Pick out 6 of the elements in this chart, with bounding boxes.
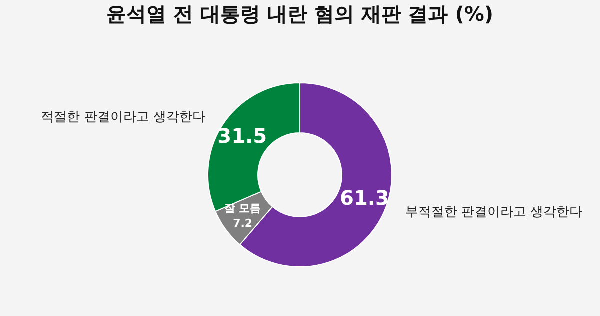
data-label: 7.2 [233, 217, 253, 230]
chart-title: 윤석열 전 대통령 내란 혐의 재판 결과 (%) [106, 2, 494, 26]
data-label: 31.5 [218, 124, 268, 148]
data-label: 61.3 [340, 186, 390, 210]
slice-label: 부적절한 판결이라고 생각한다 [405, 204, 583, 220]
slice-label: 적절한 판결이라고 생각한다 [41, 110, 206, 125]
